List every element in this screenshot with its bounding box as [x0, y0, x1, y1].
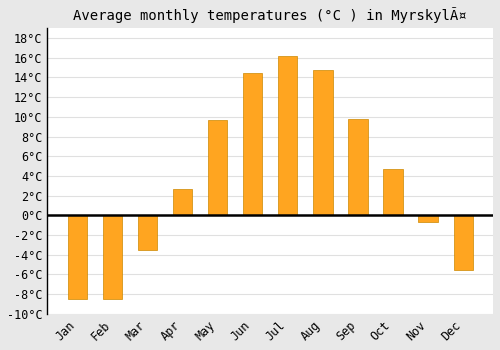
Title: Average monthly temperatures (°C ) in MyrskylÃ¤: Average monthly temperatures (°C ) in My… [74, 7, 467, 23]
Bar [68, 215, 87, 299]
Bar [138, 215, 157, 250]
Bar [454, 215, 473, 270]
Bar [418, 215, 438, 222]
Bar [103, 215, 122, 299]
Bar [348, 119, 368, 215]
Bar [208, 120, 228, 215]
Bar [243, 72, 262, 215]
Bar [173, 189, 192, 215]
Bar [313, 70, 332, 215]
Bar [278, 56, 297, 215]
Bar [384, 169, 402, 215]
